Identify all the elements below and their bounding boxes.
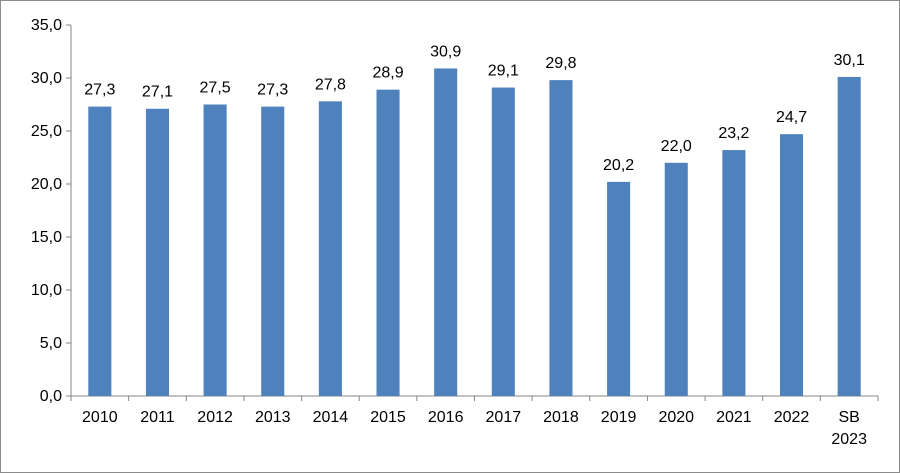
x-tick-label: 2012: [197, 409, 233, 426]
data-labels: 27,3 27,1 27,5 27,3 27,8 28,9 30,9 29,1 29,8 20,2…: [84, 43, 865, 173]
data-label: 28,9: [372, 65, 403, 82]
bar: [549, 80, 573, 397]
x-tick-label: 2014: [313, 409, 349, 426]
data-label: 20,2: [603, 157, 634, 174]
bar: [722, 150, 746, 396]
data-label: 27,5: [200, 80, 231, 97]
x-tick-label: 2017: [486, 409, 522, 426]
bar: [318, 101, 342, 396]
data-label: 23,2: [718, 125, 749, 142]
data-label: 27,3: [84, 82, 115, 99]
data-label: 27,1: [142, 84, 173, 101]
x-tick-label: 2021: [716, 409, 752, 426]
data-label: 29,1: [488, 63, 519, 80]
bar: [780, 134, 804, 396]
y-tick-label: 30,0: [31, 70, 62, 87]
bar: [88, 106, 112, 397]
x-tick-label: 2015: [370, 409, 406, 426]
y-tick-label: 10,0: [31, 282, 62, 299]
x-tick-label: 2016: [428, 409, 464, 426]
y-tick-label: 5,0: [40, 335, 62, 352]
bar: [203, 104, 227, 396]
axes: 0,0 5,0 10,0 15,0 20,0 25,0 30,0 35,0 2010 2011 20…: [31, 17, 879, 448]
y-tick-label: 35,0: [31, 17, 62, 34]
data-label: 30,9: [430, 43, 461, 60]
bar: [491, 87, 515, 396]
x-tick-label: 2013: [255, 409, 291, 426]
x-tick-label: 2023: [831, 431, 867, 448]
x-tick-label: 2018: [543, 409, 579, 426]
data-label: 27,3: [257, 82, 288, 99]
data-label: 22,0: [661, 138, 692, 155]
bar: [607, 181, 631, 396]
y-tick-label: 0,0: [40, 388, 62, 405]
x-tick-label: 2020: [658, 409, 694, 426]
data-label: 27,8: [315, 76, 346, 93]
data-label: 30,1: [834, 52, 865, 69]
bar: [664, 162, 688, 396]
bar: [261, 106, 285, 397]
y-tick-label: 25,0: [31, 123, 62, 140]
y-tick-label: 15,0: [31, 229, 62, 246]
x-tick-label: 2019: [601, 409, 637, 426]
x-tick-label: SB: [839, 409, 860, 426]
bar: [145, 108, 169, 397]
y-tick-label: 20,0: [31, 176, 62, 193]
bar: [434, 68, 458, 397]
bars: [88, 68, 861, 397]
data-label: 29,8: [545, 55, 576, 72]
x-tick-label: 2022: [774, 409, 810, 426]
bar: [376, 89, 400, 396]
bar: [837, 76, 861, 396]
x-tick-label: 2011: [140, 409, 175, 426]
x-tick-label: 2010: [82, 409, 118, 426]
data-label: 24,7: [776, 109, 807, 126]
